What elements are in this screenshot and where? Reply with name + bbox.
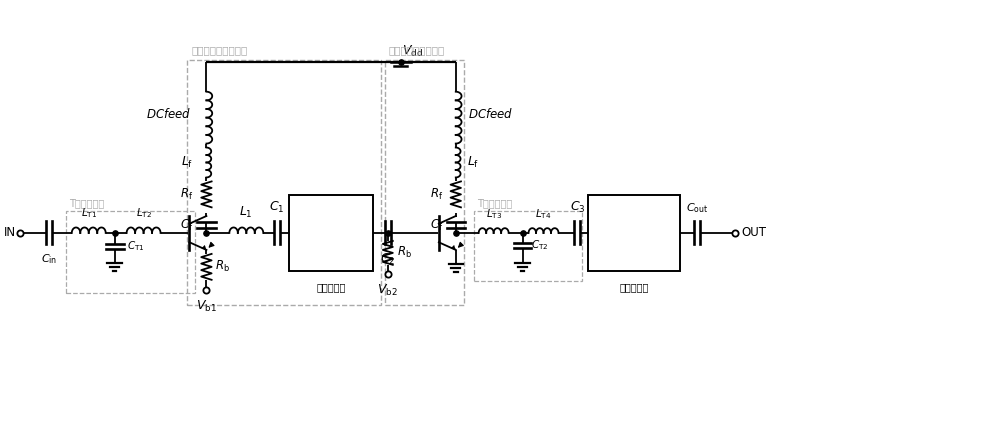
Text: $L_{\rm f}$: $L_{\rm f}$	[467, 155, 479, 170]
Text: $V_{\rm b1}$: $V_{\rm b1}$	[196, 299, 217, 314]
Bar	[187, 59, 381, 305]
Text: $R_{\rm f}$: $R_{\rm f}$	[430, 187, 443, 202]
Text: $C_{\rm in}$: $C_{\rm in}$	[41, 252, 57, 266]
Text: IN: IN	[4, 226, 16, 240]
Text: $C_2$: $C_2$	[380, 252, 396, 267]
Text: T型匹配网络: T型匹配网络	[69, 198, 104, 208]
Text: $V_{\rm b2}$: $V_{\rm b2}$	[377, 283, 398, 298]
Text: 开关衰减器: 开关衰减器	[316, 282, 346, 292]
Text: $L_1$: $L_1$	[239, 205, 253, 220]
Text: $L_{\rm T3}$: $L_{\rm T3}$	[486, 207, 502, 221]
Text: $C_{\rm f}$: $C_{\rm f}$	[180, 218, 193, 233]
Text: $R_{\rm b}$: $R_{\rm b}$	[397, 245, 412, 260]
Text: $L_{\rm f}$: $L_{\rm f}$	[181, 155, 193, 170]
Bar	[289, 195, 373, 271]
Text: $C_1$: $C_1$	[269, 200, 285, 215]
Text: $R_{\rm b}$: $R_{\rm b}$	[215, 259, 230, 274]
Text: $DCfeed$: $DCfeed$	[468, 107, 513, 120]
Text: $C_{\rm out}$: $C_{\rm out}$	[686, 201, 708, 215]
Text: $R_{\rm f}$: $R_{\rm f}$	[180, 187, 193, 202]
Text: $V_{\rm dd}$: $V_{\rm dd}$	[402, 43, 423, 58]
Text: $L_{\rm T1}$: $L_{\rm T1}$	[81, 206, 97, 220]
Text: $L_{\rm T2}$: $L_{\rm T2}$	[136, 206, 152, 220]
Text: OUT: OUT	[741, 226, 766, 240]
Bar	[66, 211, 195, 293]
Text: $C_{\rm T2}$: $C_{\rm T2}$	[531, 238, 548, 253]
Bar	[588, 195, 680, 271]
Text: 反馈式可变增益单元: 反馈式可变增益单元	[389, 46, 445, 55]
Text: T型匹配网络: T型匹配网络	[477, 198, 512, 208]
Text: $C_{\rm f}$: $C_{\rm f}$	[430, 218, 443, 233]
Bar	[474, 211, 582, 281]
Text: $C_3$: $C_3$	[570, 200, 585, 215]
Text: 开关衰减器: 开关衰减器	[620, 282, 649, 292]
Text: 反馈式可变增益单元: 反馈式可变增益单元	[191, 46, 248, 55]
Text: $C_{\rm T1}$: $C_{\rm T1}$	[127, 240, 144, 253]
Text: $DCfeed$: $DCfeed$	[146, 107, 191, 120]
Text: $L_{\rm T4}$: $L_{\rm T4}$	[535, 207, 552, 221]
Bar	[385, 59, 464, 305]
